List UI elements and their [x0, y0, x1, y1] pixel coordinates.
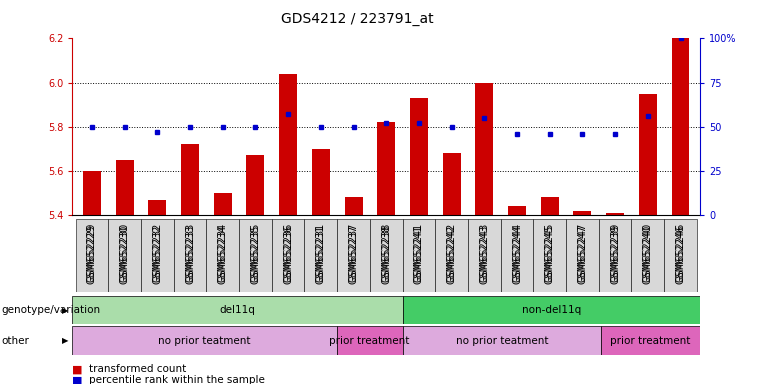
Text: ▶: ▶ [62, 306, 68, 314]
Bar [468, 219, 501, 292]
Text: GDS4212 / 223791_at: GDS4212 / 223791_at [282, 12, 434, 25]
Text: GSM652234: GSM652234 [218, 223, 228, 282]
Text: GSM652243: GSM652243 [479, 225, 489, 284]
Bar [443, 153, 460, 215]
Bar [599, 219, 632, 292]
Bar [206, 219, 239, 292]
Text: ■: ■ [72, 364, 83, 374]
Text: percentile rank within the sample: percentile rank within the sample [89, 375, 265, 384]
Bar [601, 326, 700, 355]
Text: GSM652245: GSM652245 [545, 225, 555, 284]
Text: GSM652237: GSM652237 [349, 223, 358, 282]
Text: GSM652229: GSM652229 [87, 223, 97, 282]
Bar [664, 219, 697, 292]
Text: GSM652235: GSM652235 [250, 225, 260, 284]
Text: GSM652246: GSM652246 [676, 225, 686, 284]
Bar [72, 296, 403, 324]
Text: GSM652230: GSM652230 [119, 223, 129, 282]
Bar [638, 94, 657, 215]
Text: ■: ■ [72, 375, 83, 384]
Text: GSM652245: GSM652245 [545, 223, 555, 282]
Text: GSM652236: GSM652236 [283, 225, 293, 284]
Text: other: other [2, 336, 30, 346]
Text: GSM652232: GSM652232 [152, 223, 162, 282]
Text: GSM652240: GSM652240 [643, 225, 653, 284]
Text: GSM652233: GSM652233 [185, 225, 195, 284]
Bar [377, 122, 395, 215]
Text: GSM652246: GSM652246 [676, 223, 686, 282]
Bar [181, 144, 199, 215]
Bar [573, 211, 591, 215]
Bar [247, 156, 264, 215]
Bar [75, 219, 108, 292]
Bar [304, 219, 337, 292]
Bar [279, 74, 297, 215]
Text: GSM652241: GSM652241 [414, 223, 424, 282]
Bar [337, 219, 370, 292]
Bar [72, 326, 336, 355]
Text: GSM652247: GSM652247 [578, 223, 587, 282]
Text: GSM652237: GSM652237 [349, 225, 358, 284]
Bar [370, 219, 403, 292]
Text: GSM652235: GSM652235 [250, 223, 260, 282]
Text: GSM652238: GSM652238 [381, 225, 391, 284]
Bar [508, 206, 526, 215]
Bar [272, 219, 304, 292]
Text: GSM652239: GSM652239 [610, 223, 620, 282]
Bar [345, 197, 362, 215]
Text: GSM652241: GSM652241 [414, 225, 424, 284]
Bar [566, 219, 599, 292]
Bar [533, 219, 566, 292]
Text: GSM652244: GSM652244 [512, 225, 522, 284]
Bar [108, 219, 141, 292]
Bar [410, 98, 428, 215]
Text: GSM652233: GSM652233 [185, 223, 195, 282]
Text: transformed count: transformed count [89, 364, 186, 374]
Text: GSM652247: GSM652247 [578, 225, 587, 284]
Text: ▶: ▶ [62, 336, 68, 345]
Bar [632, 219, 664, 292]
Text: GSM652229: GSM652229 [87, 225, 97, 284]
Text: del11q: del11q [220, 305, 256, 315]
Text: GSM652239: GSM652239 [610, 225, 620, 284]
Text: GSM652242: GSM652242 [447, 225, 457, 284]
Bar [214, 193, 231, 215]
Text: GSM652232: GSM652232 [152, 225, 162, 284]
Text: genotype/variation: genotype/variation [2, 305, 100, 315]
Bar [671, 38, 689, 215]
Bar [239, 219, 272, 292]
Bar [336, 326, 403, 355]
Text: GSM652236: GSM652236 [283, 223, 293, 282]
Text: GSM652243: GSM652243 [479, 223, 489, 282]
Bar [312, 149, 330, 215]
Text: GSM652244: GSM652244 [512, 223, 522, 282]
Text: no prior teatment: no prior teatment [456, 336, 548, 346]
Bar [435, 219, 468, 292]
Text: prior treatment: prior treatment [330, 336, 410, 346]
Bar [501, 219, 533, 292]
Bar [148, 200, 167, 215]
Text: GSM652234: GSM652234 [218, 225, 228, 284]
Bar [403, 296, 700, 324]
Bar [403, 326, 601, 355]
Bar [141, 219, 174, 292]
Bar [403, 219, 435, 292]
Text: GSM652230: GSM652230 [119, 225, 129, 284]
Text: GSM652242: GSM652242 [447, 223, 457, 282]
Text: GSM652238: GSM652238 [381, 223, 391, 282]
Bar [83, 171, 101, 215]
Bar [174, 219, 206, 292]
Bar [476, 83, 493, 215]
Text: GSM652231: GSM652231 [316, 223, 326, 282]
Bar [116, 160, 134, 215]
Text: prior treatment: prior treatment [610, 336, 691, 346]
Bar [606, 213, 624, 215]
Text: GSM652240: GSM652240 [643, 223, 653, 282]
Text: no prior teatment: no prior teatment [158, 336, 250, 346]
Text: GSM652231: GSM652231 [316, 225, 326, 284]
Bar [541, 197, 559, 215]
Text: non-del11q: non-del11q [522, 305, 581, 315]
